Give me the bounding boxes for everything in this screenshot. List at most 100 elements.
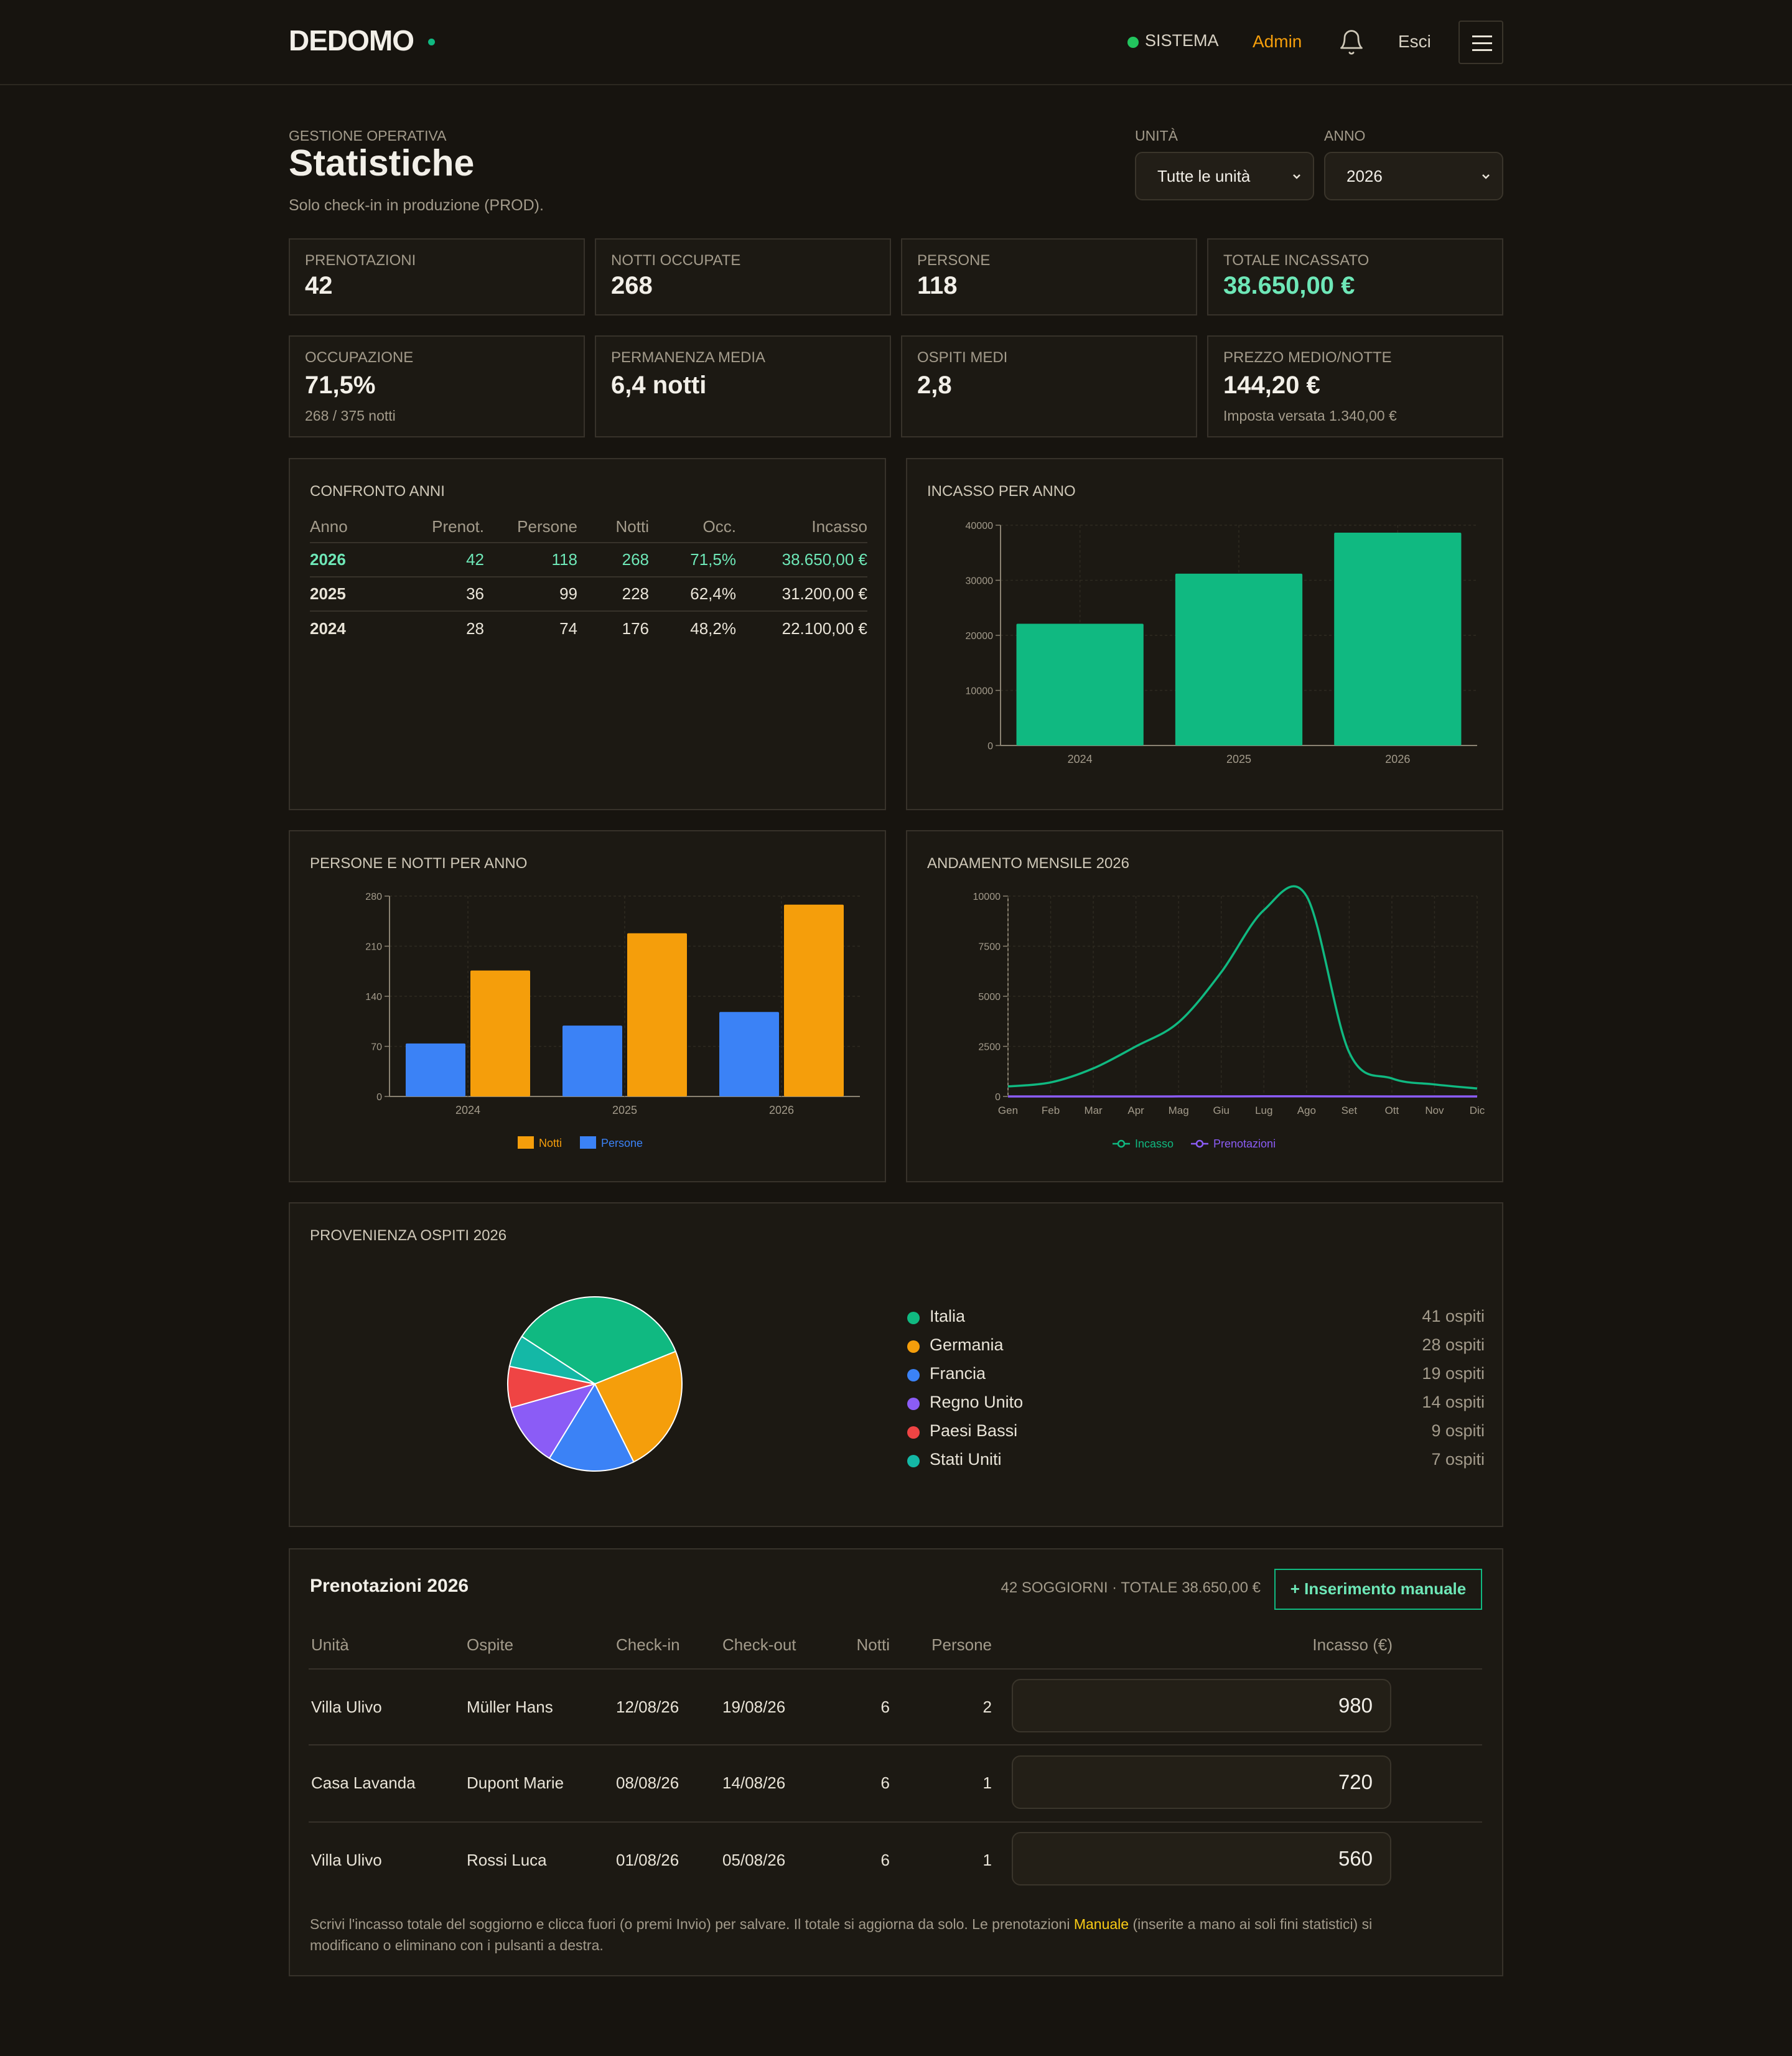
income-input[interactable]: 560 bbox=[1012, 1832, 1391, 1885]
bar-2026 bbox=[1334, 532, 1462, 745]
pie-slice-regno-unito bbox=[510, 1383, 597, 1459]
income-input[interactable]: 980 bbox=[1012, 1679, 1391, 1732]
brand-dot bbox=[428, 39, 435, 45]
legend-count: 14 ospiti bbox=[1422, 1393, 1485, 1411]
unit-cell: Villa Ulivo bbox=[311, 1698, 382, 1716]
col-header: Persone bbox=[931, 1635, 992, 1654]
page-title: Statistiche bbox=[289, 143, 475, 184]
kpi-card-occupancy: OCCUPAZIONE 71,5% 268 / 375 notti bbox=[289, 335, 585, 437]
col-header: Occ. bbox=[702, 517, 736, 536]
menu-button[interactable] bbox=[1458, 21, 1503, 64]
checkin-cell: 08/08/26 bbox=[616, 1773, 679, 1792]
kpi-value: 42 bbox=[305, 272, 333, 299]
kpi-sub: Imposta versata 1.340,00 € bbox=[1223, 408, 1397, 424]
card-title: PROVENIENZA OSPITI 2026 bbox=[310, 1227, 507, 1244]
card-title: PERSONE E NOTTI PER ANNO bbox=[310, 855, 528, 872]
legend-swatch bbox=[518, 1136, 534, 1149]
bookings-note: Scrivi l'incasso totale del soggiorno e … bbox=[310, 1913, 1480, 1956]
guest-cell: Rossi Luca bbox=[467, 1851, 547, 1869]
top-bar: DEDOMO SISTEMA Admin Esci bbox=[0, 0, 1792, 85]
cell: 22.100,00 € bbox=[782, 619, 867, 638]
menu-icon-line bbox=[1472, 42, 1492, 44]
income-bar-chart: 0 10000 20000 30000 40000 2024 2025 2026 bbox=[966, 521, 1477, 765]
legend-marker bbox=[1195, 1139, 1204, 1148]
cell: 71,5% bbox=[690, 550, 736, 569]
bar-persone-2026 bbox=[719, 1012, 779, 1096]
income-input[interactable]: 720 bbox=[1012, 1755, 1391, 1809]
manual-entry-button[interactable]: + Inserimento manuale bbox=[1274, 1569, 1482, 1610]
cell: 42 bbox=[466, 550, 484, 569]
brand-logo[interactable]: DEDOMO bbox=[289, 24, 414, 57]
bar-notti-2026 bbox=[784, 904, 844, 1096]
checkout-cell: 05/08/26 bbox=[722, 1851, 786, 1869]
kpi-label: PERMANENZA MEDIA bbox=[611, 349, 766, 366]
legend-count: 9 ospiti bbox=[1431, 1421, 1485, 1440]
legend-swatch bbox=[580, 1136, 596, 1149]
x-tick-label: Mar bbox=[1084, 1105, 1103, 1116]
col-header: Prenot. bbox=[432, 517, 484, 536]
x-tick-label: Dic bbox=[1470, 1105, 1485, 1116]
kpi-card-bookings: PRENOTAZIONI 42 bbox=[289, 238, 585, 315]
cell: 74 bbox=[559, 619, 577, 638]
cell: 38.650,00 € bbox=[782, 550, 867, 569]
bar-persone-2025 bbox=[562, 1026, 622, 1096]
bar-2024 bbox=[1016, 624, 1144, 745]
monthly-line-chart: 0 2500 5000 7500 10000 Gen Feb Mar Apr Mag Giu Lug A… bbox=[973, 885, 1485, 1150]
kpi-label: OSPITI MEDI bbox=[917, 349, 1008, 366]
cell: 28 bbox=[466, 619, 484, 638]
bell-icon[interactable] bbox=[1338, 29, 1365, 56]
monthly-trend-card: ANDAMENTO MENSILE 2026 0 2500 5000 7500 1000… bbox=[906, 830, 1503, 1182]
logout-link[interactable]: Esci bbox=[1398, 32, 1431, 51]
x-tick-label: Ott bbox=[1385, 1105, 1399, 1116]
y-tick-label: 140 bbox=[365, 992, 382, 1002]
cell: 62,4% bbox=[690, 584, 736, 603]
year-select[interactable]: 2026 bbox=[1324, 152, 1503, 200]
bar-notti-2025 bbox=[627, 933, 687, 1096]
x-tick-label: Nov bbox=[1425, 1105, 1444, 1116]
cell: 2026 bbox=[310, 550, 346, 569]
kpi-label: OCCUPAZIONE bbox=[305, 349, 414, 366]
checkin-cell: 12/08/26 bbox=[616, 1698, 679, 1716]
y-tick-label: 0 bbox=[987, 741, 993, 752]
col-header: Check-in bbox=[616, 1635, 680, 1654]
legend-dot bbox=[907, 1312, 920, 1324]
note-text: Scrivi l'incasso totale del soggiorno e … bbox=[310, 1916, 1074, 1932]
kpi-sub: 268 / 375 notti bbox=[305, 408, 396, 424]
x-tick-label: Mag bbox=[1169, 1105, 1189, 1116]
nights-cell: 6 bbox=[880, 1851, 890, 1869]
series-line-incasso bbox=[1007, 885, 1478, 1090]
status-dot bbox=[1127, 37, 1139, 48]
pie-slice-italia bbox=[521, 1296, 677, 1385]
x-tick-label: Ago bbox=[1297, 1105, 1316, 1116]
x-tick-label: Apr bbox=[1127, 1105, 1144, 1116]
kpi-card-persons: PERSONE 118 bbox=[901, 238, 1197, 315]
cell: 268 bbox=[622, 550, 649, 569]
chevron-down-icon bbox=[1482, 174, 1490, 179]
col-header: Persone bbox=[517, 517, 577, 536]
x-tick-label: 2025 bbox=[612, 1104, 637, 1116]
col-header: Incasso (€) bbox=[1312, 1635, 1393, 1654]
divider bbox=[309, 1668, 1482, 1670]
kpi-card-avg-price: PREZZO MEDIO/NOTTE 144,20 € Imposta vers… bbox=[1207, 335, 1503, 437]
admin-link[interactable]: Admin bbox=[1253, 32, 1302, 51]
x-tick-label: 2024 bbox=[455, 1104, 480, 1116]
x-tick-label: Giu bbox=[1213, 1105, 1229, 1116]
kpi-card-avg-guests: OSPITI MEDI 2,8 bbox=[901, 335, 1197, 437]
kpi-label: NOTTI OCCUPATE bbox=[611, 252, 741, 269]
legend-label: Notti bbox=[539, 1137, 562, 1149]
y-tick-label: 5000 bbox=[978, 992, 1001, 1002]
unit-select[interactable]: Tutte le unità bbox=[1135, 152, 1314, 200]
x-tick-label: Feb bbox=[1042, 1105, 1060, 1116]
pie-slice-germania bbox=[594, 1350, 683, 1463]
nights-cell: 6 bbox=[880, 1698, 890, 1716]
year-select-value: 2026 bbox=[1346, 167, 1383, 185]
kpi-value: 38.650,00 € bbox=[1223, 272, 1355, 299]
cell: 228 bbox=[622, 584, 649, 603]
x-tick-label: 2026 bbox=[1385, 753, 1410, 765]
kpi-label: TOTALE INCASSATO bbox=[1223, 252, 1370, 269]
col-header: Check-out bbox=[722, 1635, 796, 1654]
table-row: 2025 36 99 228 62,4% 31.200,00 € bbox=[310, 577, 867, 611]
y-tick-label: 20000 bbox=[966, 631, 994, 642]
x-tick-label: 2025 bbox=[1226, 753, 1251, 765]
year-filter-label: ANNO bbox=[1324, 128, 1366, 144]
